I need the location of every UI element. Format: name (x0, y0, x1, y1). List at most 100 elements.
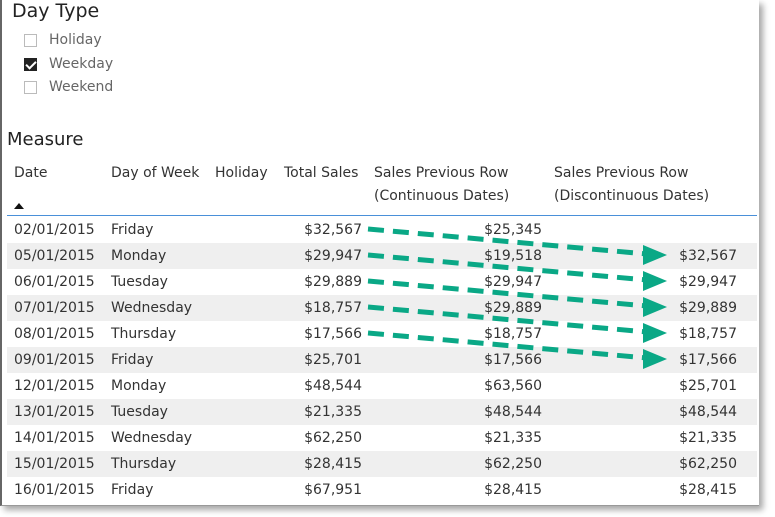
prev-discontinuous-cell: $48,544 (679, 404, 737, 420)
sort-ascending-icon[interactable] (14, 203, 24, 209)
checkbox[interactable] (24, 80, 37, 94)
total-sales-cell: $17,566 (304, 326, 362, 342)
table-row[interactable]: 06/01/2015 Tuesday $29,889 $29,947 $29,947 (7, 269, 757, 295)
table-row[interactable]: 15/01/2015 Thursday $28,415 $62,250 $62,250 (7, 451, 757, 477)
total-sales-cell: $48,544 (304, 378, 362, 394)
prev-continuous-cell: $17,566 (484, 352, 542, 368)
date-cell: 05/01/2015 (14, 248, 95, 264)
day-cell: Monday (111, 378, 167, 394)
header-line: Sales Previous Row (374, 165, 509, 181)
prev-discontinuous-cell: $62,250 (679, 456, 737, 472)
prev-continuous-cell: $18,757 (484, 326, 542, 342)
day-cell: Tuesday (111, 274, 168, 290)
prev-continuous-cell: $19,518 (484, 248, 542, 264)
total-sales-cell: $28,415 (304, 456, 362, 472)
checkbox-checked[interactable] (24, 57, 37, 71)
prev-continuous-cell: $21,335 (484, 430, 542, 446)
prev-discontinuous-cell: $28,415 (679, 482, 737, 498)
report-canvas: Day Type Holiday Weekday Weekend Measure… (0, 0, 759, 506)
day-cell: Friday (111, 352, 154, 368)
prev-discontinuous-cell: $29,889 (679, 300, 737, 316)
option-label: Weekend (49, 79, 114, 95)
arrow-head-icon (643, 245, 667, 265)
date-cell: 13/01/2015 (14, 404, 95, 420)
date-cell: 14/01/2015 (14, 430, 95, 446)
slicer-option-weekend[interactable]: Weekend (24, 79, 113, 95)
day-cell: Monday (111, 248, 167, 264)
date-cell: 12/01/2015 (14, 378, 95, 394)
total-sales-cell: $62,250 (304, 430, 362, 446)
day-cell: Friday (111, 482, 154, 498)
total-sales-cell: $29,889 (304, 274, 362, 290)
prev-continuous-cell: $48,544 (484, 404, 542, 420)
day-cell: Wednesday (111, 300, 193, 316)
prev-discontinuous-cell: $21,335 (679, 430, 737, 446)
header-line: (Continuous Dates) (374, 188, 510, 204)
arrow-line (367, 252, 648, 283)
table-row[interactable]: 12/01/2015 Monday $48,544 $63,560 $25,701 (7, 373, 757, 399)
table-title: Measure (7, 129, 84, 150)
col-header-sales-prev-continuous[interactable]: Sales Previous Row (Continuous Dates) (374, 162, 509, 208)
prev-continuous-cell: $29,947 (484, 274, 542, 290)
header-line: (Discontinuous Dates) (554, 188, 710, 204)
total-sales-cell: $18,757 (304, 300, 362, 316)
total-sales-cell: $32,567 (304, 222, 362, 238)
table-row[interactable]: 09/01/2015 Friday $25,701 $17,566 $17,566 (7, 347, 757, 373)
table-row[interactable]: 02/01/2015 Friday $32,567 $25,345 (7, 217, 757, 243)
slicer-title: Day Type (12, 0, 100, 22)
header-divider (7, 215, 757, 216)
arrow-head-icon (643, 297, 667, 317)
header-line: Sales Previous Row (554, 165, 689, 181)
arrow-line (367, 278, 648, 309)
arrow-line (367, 330, 648, 361)
day-cell: Thursday (111, 326, 177, 342)
prev-continuous-cell: $62,250 (484, 456, 542, 472)
day-cell: Wednesday (111, 430, 193, 446)
date-cell: 16/01/2015 (14, 482, 95, 498)
checkbox[interactable] (24, 33, 37, 47)
table-row[interactable]: 08/01/2015 Thursday $17,566 $18,757 $18,757 (7, 321, 757, 347)
date-cell: 07/01/2015 (14, 300, 95, 316)
prev-discontinuous-cell: $29,947 (679, 274, 737, 290)
date-cell: 08/01/2015 (14, 326, 95, 342)
total-sales-cell: $25,701 (304, 352, 362, 368)
table-row[interactable]: 05/01/2015 Monday $29,947 $19,518 $32,567 (7, 243, 757, 269)
col-header-total-sales[interactable]: Total Sales (284, 165, 359, 181)
prev-discontinuous-cell: $18,757 (679, 326, 737, 342)
prev-continuous-cell: $25,345 (484, 222, 542, 238)
table-row[interactable]: 16/01/2015 Friday $67,951 $28,415 $28,415 (7, 477, 757, 503)
arrow-head-icon (643, 323, 667, 343)
prev-discontinuous-cell: $32,567 (679, 248, 737, 264)
arrow-line (367, 304, 648, 335)
prev-discontinuous-cell: $25,701 (679, 378, 737, 394)
day-cell: Thursday (111, 456, 177, 472)
slicer-option-holiday[interactable]: Holiday (24, 32, 102, 48)
table-row[interactable]: 13/01/2015 Tuesday $21,335 $48,544 $48,544 (7, 399, 757, 425)
table-row[interactable]: 07/01/2015 Wednesday $18,757 $29,889 $29,889 (7, 295, 757, 321)
col-header-date[interactable]: Date (14, 165, 48, 181)
prev-continuous-cell: $63,560 (484, 378, 542, 394)
day-cell: Tuesday (111, 404, 168, 420)
table-row[interactable]: 14/01/2015 Wednesday $62,250 $21,335 $21,335 (7, 425, 757, 451)
prev-continuous-cell: $29,889 (484, 300, 542, 316)
date-cell: 15/01/2015 (14, 456, 95, 472)
arrow-head-icon (643, 349, 667, 369)
slicer-option-weekday[interactable]: Weekday (24, 56, 113, 72)
col-header-holiday[interactable]: Holiday (215, 165, 268, 181)
col-header-day-of-week[interactable]: Day of Week (111, 165, 200, 181)
arrow-line (367, 226, 648, 257)
date-cell: 06/01/2015 (14, 274, 95, 290)
col-header-sales-prev-discontinuous[interactable]: Sales Previous Row (Discontinuous Dates) (554, 162, 709, 208)
arrow-head-icon (643, 271, 667, 291)
prev-continuous-cell: $28,415 (484, 482, 542, 498)
option-label: Weekday (49, 56, 114, 72)
prev-discontinuous-cell: $17,566 (679, 352, 737, 368)
date-cell: 09/01/2015 (14, 352, 95, 368)
annotation-arrows (367, 226, 667, 369)
option-label: Holiday (49, 32, 102, 48)
day-cell: Friday (111, 222, 154, 238)
date-cell: 02/01/2015 (14, 222, 95, 238)
total-sales-cell: $21,335 (304, 404, 362, 420)
total-sales-cell: $29,947 (304, 248, 362, 264)
total-sales-cell: $67,951 (304, 482, 362, 498)
